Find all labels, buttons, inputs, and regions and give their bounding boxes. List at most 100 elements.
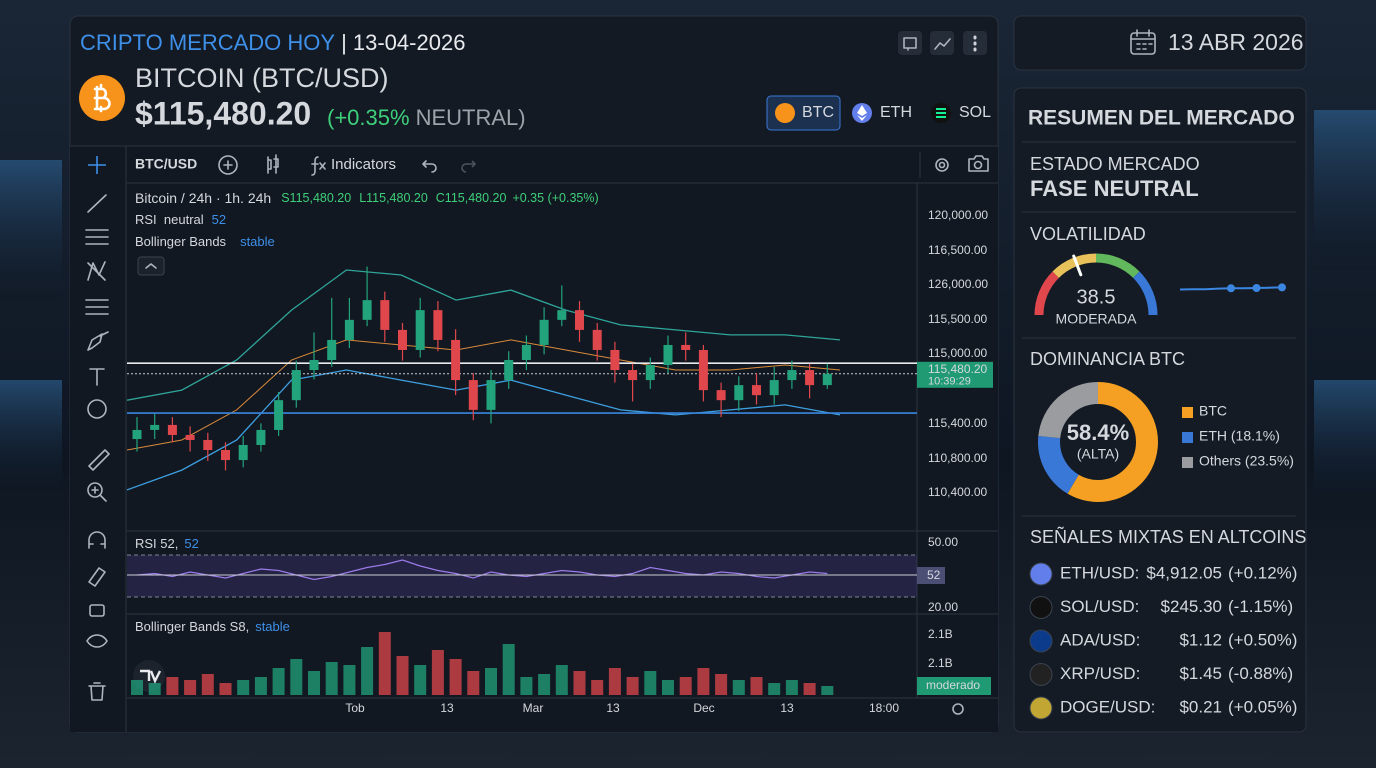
background-monitor xyxy=(1314,110,1376,270)
volume-bar xyxy=(679,677,692,695)
candle-body xyxy=(132,429,142,440)
settings-button[interactable] xyxy=(935,158,949,172)
volume-bar xyxy=(148,683,161,695)
settings-button[interactable] xyxy=(952,703,964,715)
rsi-value-box xyxy=(917,567,945,584)
candles-button[interactable] xyxy=(267,154,279,174)
undo-button[interactable] xyxy=(422,160,437,173)
redo-button[interactable] xyxy=(461,160,477,173)
volume-bar xyxy=(573,671,586,695)
add-button[interactable] xyxy=(218,155,238,175)
legend-bb-state: stable xyxy=(240,234,275,249)
candle-body xyxy=(628,370,638,381)
background-monitor xyxy=(1314,380,1376,500)
crosshair-tool[interactable] xyxy=(88,156,106,174)
volume-bar xyxy=(626,677,639,695)
candle-body xyxy=(716,390,726,401)
volume-bar xyxy=(467,671,480,695)
summary-title: RESUMEN DEL MERCADO xyxy=(1028,107,1295,130)
volume-bar xyxy=(254,677,267,695)
volume-bar xyxy=(520,677,533,695)
alt-pair: ETH/USD: xyxy=(1060,563,1139,582)
lock-tool[interactable] xyxy=(89,604,105,617)
candle-body xyxy=(221,450,230,461)
visibility-tool[interactable] xyxy=(86,634,108,648)
delete-tool[interactable] xyxy=(88,682,106,701)
volume-axis-label: 2.1B xyxy=(928,656,953,670)
state-value: FASE NEUTRAL xyxy=(1030,176,1199,201)
text-tool[interactable] xyxy=(89,368,105,386)
tab-icon xyxy=(857,105,867,121)
magnet-tool[interactable] xyxy=(88,531,106,549)
collapse-button[interactable] xyxy=(137,256,165,276)
tab-label[interactable]: BTC xyxy=(802,104,834,121)
rsi-title: RSI 52, 52 xyxy=(135,536,199,551)
candle-body xyxy=(451,339,461,381)
icon xyxy=(903,37,917,51)
volume-bar xyxy=(697,668,710,695)
volume-bar xyxy=(378,632,391,695)
price-label: 115,000.00 xyxy=(928,346,987,360)
current-price-time: 10:39:29 xyxy=(928,376,971,388)
volume-bar xyxy=(325,662,338,695)
summary-panel xyxy=(1013,87,1307,733)
candle-body xyxy=(752,385,761,396)
icon xyxy=(934,38,951,50)
lock-draw-tool[interactable] xyxy=(88,567,106,587)
alt-pair: DOGE/USD: xyxy=(1060,697,1155,716)
volume-bar xyxy=(449,659,462,695)
hlines-tool[interactable] xyxy=(85,229,109,245)
fib-tool[interactable] xyxy=(85,299,109,315)
line-tool[interactable] xyxy=(87,194,107,213)
volume-bar xyxy=(308,671,320,695)
legend-swatch xyxy=(1182,407,1193,418)
alt-price: $1.45 xyxy=(1179,664,1222,683)
donut-segment xyxy=(1038,382,1158,502)
candle-body xyxy=(327,339,337,361)
window-button[interactable] xyxy=(898,31,922,55)
date: | 13-04-2026 xyxy=(341,30,465,55)
altcoins-label: SEÑALES MIXTAS EN ALTCOINS xyxy=(1030,526,1306,547)
zoom-tool[interactable] xyxy=(87,482,103,498)
indicators-button[interactable]: Indicators xyxy=(331,156,396,173)
sparkline-dot xyxy=(1227,284,1235,293)
volume-bar xyxy=(821,686,834,695)
volume-bar xyxy=(237,680,250,695)
icon xyxy=(973,160,983,170)
icon xyxy=(1130,29,1156,50)
volume-bar xyxy=(538,674,551,695)
gauge-arc xyxy=(1034,271,1059,316)
pattern-tool[interactable] xyxy=(87,261,106,281)
brush-tool[interactable] xyxy=(87,331,109,351)
price-label: 120,000.00 xyxy=(928,208,988,222)
emoji-tool[interactable] xyxy=(87,399,107,419)
volume-bar xyxy=(785,680,798,695)
legend-bb: Bollinger Bands stable xyxy=(135,234,275,249)
bollinger-middle xyxy=(126,339,841,451)
screenshot-button[interactable] xyxy=(968,155,989,172)
candle-body xyxy=(256,429,266,446)
candle-body xyxy=(274,400,284,430)
tab-label[interactable]: SOL xyxy=(959,104,991,121)
tv-logo-mark xyxy=(140,669,162,684)
volume-title-part: stable xyxy=(255,619,290,634)
volume-tag: moderado xyxy=(926,678,980,692)
volatility-text: MODERADA xyxy=(1056,311,1138,327)
chart-button[interactable] xyxy=(930,31,954,55)
coin-icon xyxy=(1029,663,1053,686)
volume-bar xyxy=(272,668,285,695)
tab-label[interactable]: ETH xyxy=(880,104,912,121)
legend-c: C115,480.20 xyxy=(436,191,507,205)
alt-pair: XRP/USD: xyxy=(1060,664,1140,683)
symbol[interactable]: BTC/USD xyxy=(135,156,197,172)
ruler-tool[interactable] xyxy=(88,449,110,471)
sparkline-dot xyxy=(1252,284,1261,292)
alt-change: (-1.15%) xyxy=(1228,597,1293,616)
time-label: 13 xyxy=(780,701,794,715)
asset-change-line: (+0.35% NEUTRAL) xyxy=(327,105,526,130)
legend-rsi-label: RSI neutral xyxy=(135,212,204,227)
current-price-label: 115,480.20 xyxy=(928,362,987,376)
volume-bar xyxy=(166,677,179,695)
drawing-tools xyxy=(85,156,110,701)
candle-body xyxy=(238,445,248,461)
